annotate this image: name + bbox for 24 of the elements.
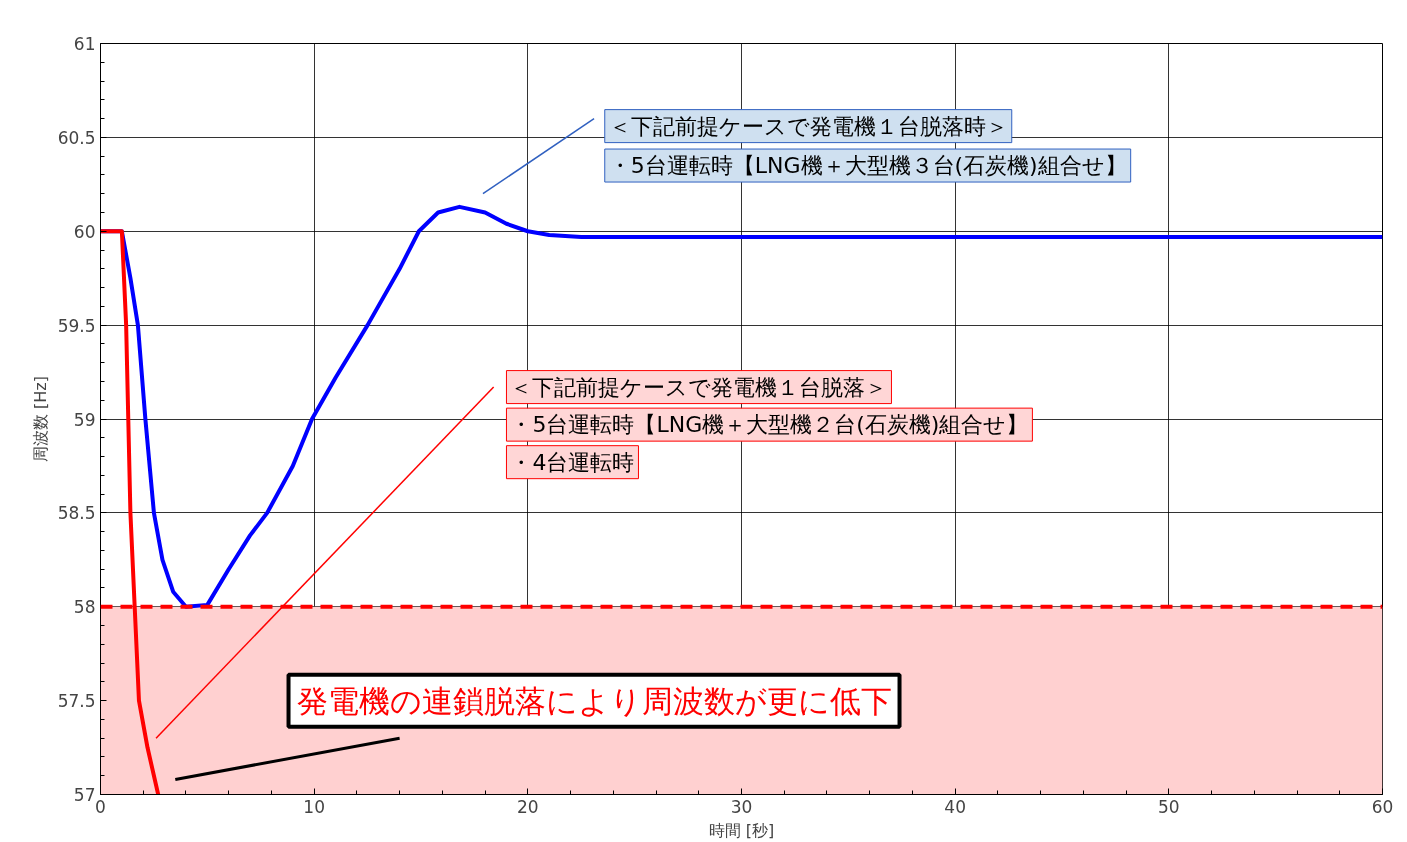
y-tick-label: 60.5 [57,127,96,148]
x-tick-label: 30 [730,796,753,817]
x-tick-label: 50 [1158,796,1180,817]
y-tick-label: 60 [73,221,96,242]
x-tick-label: 10 [303,796,325,817]
annotation: ＜下記前提ケースで発電機１台脱落＞ [510,374,888,400]
x-tick-label: 0 [95,796,106,817]
x-axis-title: 時間 [秒] [708,820,775,840]
annotation: ・5台運転時【LNG機＋大型機２台(石炭機)組合せ】 [510,412,1029,438]
annotation: ＜下記前提ケースで発電機１台脱落時＞ [608,113,1008,139]
y-tick-label: 58.5 [57,503,96,524]
y-tick-label: 59 [73,409,96,430]
y-tick-label: 61 [73,34,96,54]
annotation: 発電機の連鎖脱落により周波数が更に低下 [296,682,892,719]
x-tick-label: 20 [517,796,539,817]
x-tick-label: 40 [944,796,966,817]
y-axis-title: 周波数 [Hz] [30,376,50,462]
x-tick-label: 60 [1371,796,1394,817]
annotation: ・4台運転時 [510,449,635,475]
y-tick-label: 58 [73,597,96,618]
y-tick-label: 57.5 [57,691,96,712]
y-tick-label: 57 [73,785,96,805]
y-tick-label: 59.5 [57,315,96,336]
annotation: ・5台運転時【LNG機＋大型機３台(石炭機)組合せ】 [608,153,1127,179]
